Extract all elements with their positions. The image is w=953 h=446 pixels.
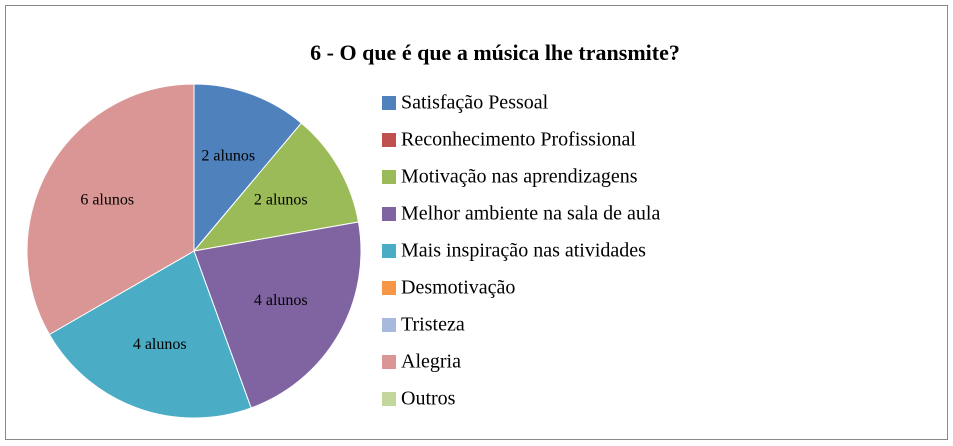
pie-slice: [193, 83, 303, 253]
data-label: 4 alunos: [133, 336, 187, 353]
legend-swatch: [382, 170, 396, 184]
legend-label: Satisfação Pessoal: [401, 92, 549, 114]
legend-label: Desmotivação: [401, 277, 515, 299]
chart-title: 6 - O que é que a música lhe transmite?: [310, 40, 680, 65]
legend-label: Melhor ambiente na sala de aula: [401, 203, 660, 225]
legend-swatch: [382, 392, 396, 406]
pie-slice: [26, 83, 195, 336]
legend-label: Alegria: [401, 351, 461, 373]
legend-swatch: [382, 281, 396, 295]
legend-label: Mais inspiração nas atividades: [401, 240, 646, 262]
legend-label: Reconhecimento Profissional: [401, 129, 636, 151]
legend-swatch: [382, 133, 396, 147]
data-label: 6 alunos: [80, 192, 134, 209]
legend-swatch: [382, 318, 396, 332]
legend-swatch: [382, 355, 396, 369]
pie-slice: [48, 250, 252, 419]
pie-slice: [192, 122, 360, 252]
legend-label: Motivação nas aprendizagens: [401, 166, 638, 188]
data-label: 2 alunos: [201, 148, 255, 165]
pie-slice: [193, 221, 362, 409]
data-label: 4 alunos: [254, 292, 308, 309]
legend-label: Outros: [401, 388, 456, 410]
legend-swatch: [382, 244, 396, 258]
legend-swatch: [382, 96, 396, 110]
legend-label: Tristeza: [401, 314, 465, 336]
data-label: 2 alunos: [254, 192, 308, 209]
legend-swatch: [382, 207, 396, 221]
